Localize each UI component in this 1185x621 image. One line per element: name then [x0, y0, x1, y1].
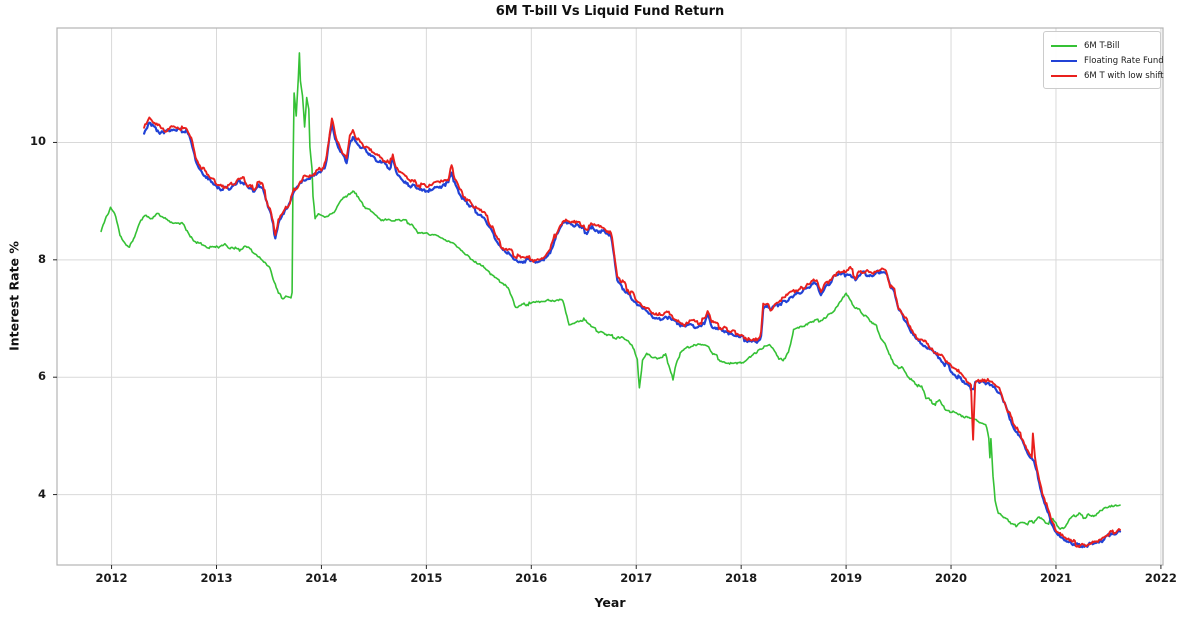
legend-label: 6M T with low shift — [1084, 70, 1164, 81]
y-tick-label-4: 4 — [37, 486, 46, 501]
y-tick-label-8: 8 — [37, 251, 46, 266]
x-tick-label-2014: 2014 — [305, 571, 338, 585]
x-tick-label-2017: 2017 — [620, 571, 653, 585]
series-line-6m-t-with-low-shift — [143, 116, 1121, 549]
plot-border — [56, 27, 1164, 566]
legend-label: Floating Rate Fund — [1084, 55, 1164, 66]
x-tick-label-2015: 2015 — [410, 571, 443, 585]
legend-entry-6m-tbill: 6M T-Bill — [1051, 38, 1153, 53]
legend-entry-6m-t-low-shift: 6M T with low shift — [1051, 68, 1164, 83]
x-tick-label-2012: 2012 — [95, 571, 128, 585]
legend-line-swatch-blue — [1051, 59, 1077, 62]
legend: 6M T-Bill Floating Rate Fund 6M T with l… — [1043, 31, 1164, 89]
legend-line-swatch-green — [1051, 44, 1077, 47]
legend-entry-floating-rate-fund: Floating Rate Fund — [1051, 53, 1164, 68]
x-tick-label-2018: 2018 — [725, 571, 758, 585]
plot-background — [57, 28, 1163, 565]
x-tick-label-2020: 2020 — [935, 571, 968, 585]
y-tick-label-6: 6 — [37, 369, 46, 384]
y-tick-label-10: 10 — [29, 134, 46, 149]
x-tick-label-2022: 2022 — [1144, 571, 1177, 585]
series-line-6m-t-bill — [100, 52, 1121, 530]
x-tick-label-2021: 2021 — [1039, 571, 1072, 585]
x-axis-label: Year — [594, 595, 626, 610]
chart-title: 6M T-bill Vs Liquid Fund Return — [495, 4, 725, 19]
x-tick-label-2016: 2016 — [515, 571, 548, 585]
series-line-floating-rate-fund — [143, 121, 1122, 549]
legend-line-swatch-red — [1051, 74, 1077, 77]
legend-label: 6M T-Bill — [1084, 40, 1120, 51]
x-tick-label-2019: 2019 — [830, 571, 863, 585]
x-tick-label-2013: 2013 — [200, 571, 233, 585]
